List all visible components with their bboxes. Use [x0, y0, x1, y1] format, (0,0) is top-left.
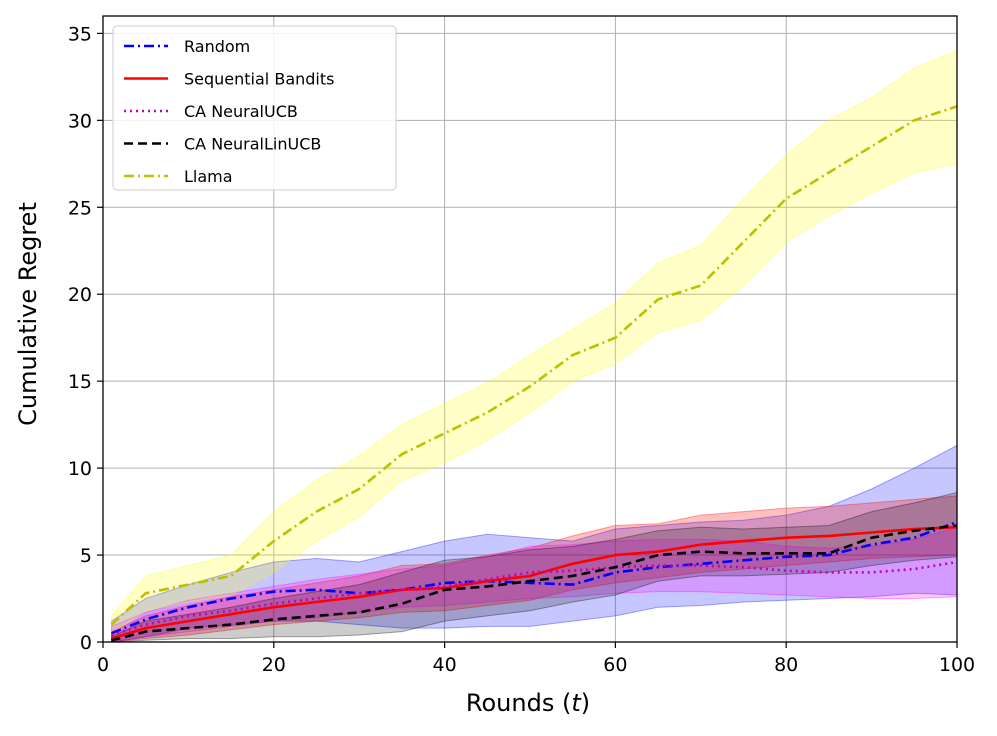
- legend-label-random: Random: [184, 37, 250, 56]
- series-lines: [110, 105, 958, 642]
- x-tick-label: 80: [774, 654, 798, 676]
- x-tick-label: 40: [433, 654, 457, 676]
- legend-box: [112, 25, 397, 191]
- y-tick-label: 15: [68, 371, 92, 393]
- sequential-bandits-series-line: [111, 525, 958, 640]
- plot-frame: [102, 15, 958, 643]
- y-tick-label: 20: [68, 284, 92, 306]
- y-tick-label: 5: [80, 545, 92, 567]
- y-tick-label: 0: [80, 632, 92, 654]
- y-tick-label: 10: [68, 458, 92, 480]
- x-axis-label: Rounds (t): [466, 689, 590, 717]
- y-tick-label: 25: [68, 197, 92, 219]
- random-series-line: [111, 520, 958, 635]
- legend-entries: Random Sequential Bandits CA NeuralUCB CA N…: [124, 37, 334, 186]
- legend: Random Sequential Bandits CA NeuralUCB CA N…: [112, 25, 397, 191]
- x-axis-label-variable: t: [571, 689, 582, 717]
- x-tick-label: 100: [939, 654, 975, 676]
- legend-label-ca-neurallinucb: CA NeuralLinUCB: [184, 135, 321, 154]
- x-tick-label: 20: [262, 654, 286, 676]
- x-axis-label-close: ): [581, 689, 590, 717]
- ca-neurallinucb-series-line: [111, 524, 958, 642]
- y-tick-label: 35: [68, 23, 92, 45]
- x-tick-label: 60: [603, 654, 627, 676]
- legend-label-ca-neuralucb: CA NeuralUCB: [184, 102, 298, 121]
- legend-label-sequential-bandits: Sequential Bandits: [184, 70, 334, 89]
- llama-series-line: [110, 105, 958, 626]
- y-tick-label: 30: [68, 110, 92, 132]
- ca-neuralucb-series-line: [111, 560, 958, 637]
- y-axis-label: Cumulative Regret: [14, 202, 42, 426]
- x-tick-label: 0: [97, 654, 109, 676]
- axis-ticks: 0 20 40 60 80 100 0 5 10 15 20 25 30 35: [68, 23, 975, 676]
- legend-label-llama: Llama: [184, 167, 233, 186]
- x-axis-label-text: Rounds (: [466, 689, 571, 717]
